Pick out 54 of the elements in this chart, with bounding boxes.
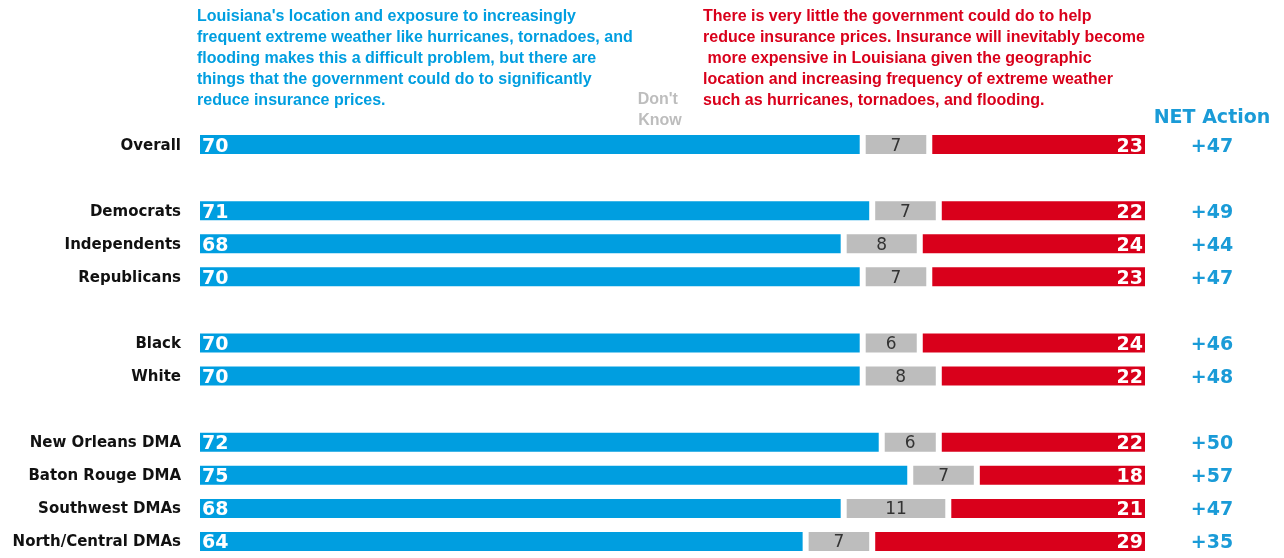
text: +47 xyxy=(1190,265,1234,288)
y-tick-label: Southwest DMAs xyxy=(38,499,182,518)
data-label: 68 xyxy=(202,497,229,520)
data-label: 23 xyxy=(1116,265,1143,288)
data-label: 24 xyxy=(1116,232,1143,255)
text: +44 xyxy=(1190,232,1234,255)
data-label: 24 xyxy=(1116,332,1143,354)
data-label: 11 xyxy=(885,498,907,519)
data-label: 6 xyxy=(904,432,916,453)
data-label: 64 xyxy=(202,530,229,553)
text: +35 xyxy=(1190,530,1234,553)
text: +46 xyxy=(1190,332,1234,354)
data-label: 72 xyxy=(202,431,229,454)
text: +49 xyxy=(1190,199,1234,222)
data-label: 29 xyxy=(1116,530,1143,553)
data-label: 8 xyxy=(876,233,888,254)
y-tick-label: Baton Rouge DMA xyxy=(28,466,182,485)
series-label: There is very little the government could do to help reduce insurance prices. Insurance will inevitably become more expensive in Louisiana given the geographic location and increasing frequency of extreme weather such as hurricanes, tornadoes, and flooding. xyxy=(703,7,1146,108)
data-label: 7 xyxy=(890,134,902,155)
series-label: Louisiana's location and exposure to increasingly frequent extreme weather like hurricanes, tornadoes, and flooding makes this a difficult problem, but there are things that the government could do to significantly reduce insurance prices. xyxy=(197,7,638,108)
y-tick-label: White xyxy=(131,367,181,386)
data-label: 22 xyxy=(1116,199,1143,222)
data-label: 7 xyxy=(890,266,902,287)
data-label: 7 xyxy=(833,531,845,552)
data-label: 68 xyxy=(202,232,229,255)
y-tick-label: Republicans xyxy=(78,267,182,286)
data-label: 6 xyxy=(885,333,897,353)
y-tick-label: Democrats xyxy=(89,201,182,220)
data-label: 22 xyxy=(1116,431,1143,454)
y-tick-label: New Orleans DMA xyxy=(29,433,182,452)
data-label: 7 xyxy=(900,200,911,221)
text: +57 xyxy=(1190,464,1234,487)
data-label: 18 xyxy=(1116,464,1143,487)
text: +47 xyxy=(1190,497,1234,520)
data-label: 70 xyxy=(202,332,229,354)
text: NET Action xyxy=(1153,104,1271,127)
text: +48 xyxy=(1190,365,1234,388)
data-label: 70 xyxy=(202,265,229,288)
text: Don't Know xyxy=(637,90,683,128)
data-label: 22 xyxy=(1116,365,1143,388)
text: +47 xyxy=(1190,133,1234,156)
data-label: 7 xyxy=(938,465,949,486)
data-label: 8 xyxy=(895,366,907,387)
data-label: 71 xyxy=(202,199,229,222)
y-tick-label: Black xyxy=(135,334,183,352)
data-label: 70 xyxy=(202,133,229,156)
y-tick-label: Overall xyxy=(120,135,181,154)
data-label: 75 xyxy=(202,464,229,487)
text: +50 xyxy=(1190,431,1234,454)
y-tick-label: Independents xyxy=(64,234,182,253)
data-label: 23 xyxy=(1116,133,1143,156)
y-tick-label: North/Central DMAs xyxy=(12,532,182,551)
data-label: 70 xyxy=(202,365,229,388)
data-label: 21 xyxy=(1116,497,1143,520)
